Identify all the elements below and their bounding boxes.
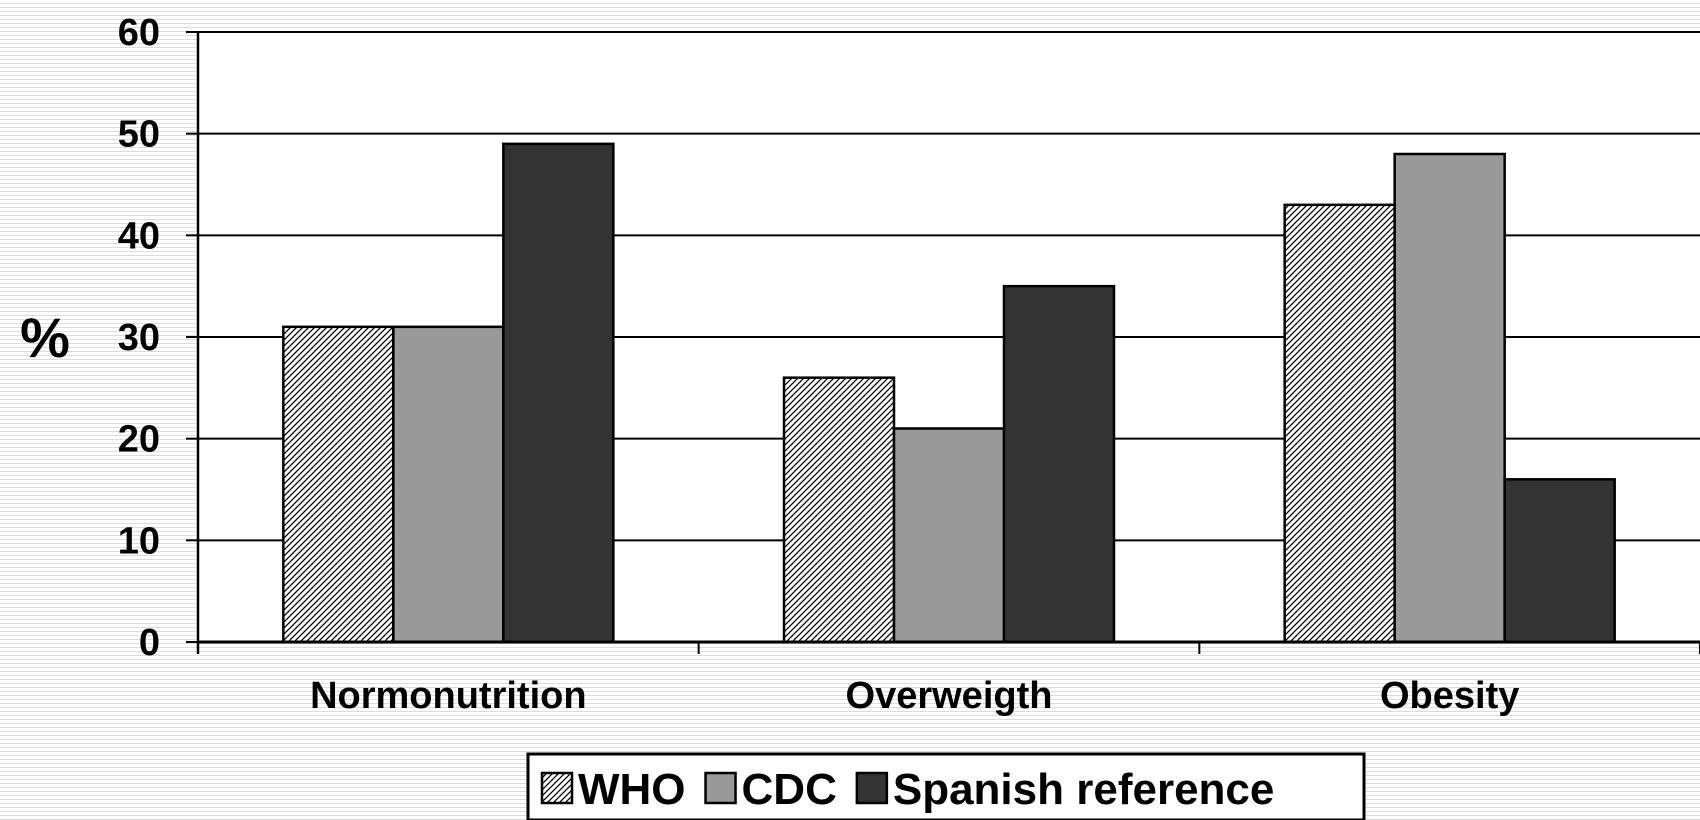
- y-axis-label: %: [20, 306, 70, 369]
- bar-cdc-overweigth: [892, 427, 1006, 644]
- y-tick-label: 0: [139, 622, 160, 664]
- legend-swatch-who: [540, 771, 574, 805]
- bar-spanish-reference-normonutrition: [502, 142, 615, 644]
- legend-swatch-cdc: [704, 771, 737, 805]
- bar-who-normonutrition: [282, 325, 395, 644]
- bar-cdc-normonutrition: [392, 325, 505, 644]
- y-tick-label: 50: [118, 114, 160, 156]
- legend: WHO CDC Spanish reference: [526, 752, 1366, 820]
- y-tick-label: 40: [118, 215, 160, 257]
- bar-who-obesity: [1283, 203, 1396, 644]
- bar-cdc-obesity: [1393, 152, 1506, 644]
- legend-label: CDC: [742, 765, 837, 814]
- x-category-label: Obesity: [1380, 675, 1519, 717]
- y-tick-labels: 0 10 20 30 40 50 60: [118, 12, 160, 664]
- legend-label: WHO: [578, 765, 686, 814]
- x-category-label: Normonutrition: [310, 675, 587, 717]
- bars-group: [282, 142, 1616, 644]
- axes: [196, 32, 1700, 654]
- y-tick-label: 30: [118, 317, 160, 359]
- bar-spanish-reference-overweigth: [1002, 284, 1116, 644]
- y-tick-label: 10: [118, 520, 160, 562]
- x-category-labels: Normonutrition Overweigth Obesity: [310, 675, 1519, 717]
- legend-swatch-spanish-reference: [855, 771, 889, 805]
- legend-box: [526, 752, 1366, 820]
- x-category-label: Overweigth: [846, 675, 1053, 717]
- y-tick-label: 20: [118, 419, 160, 461]
- legend-label: Spanish reference: [893, 765, 1275, 814]
- bar-spanish-reference-obesity: [1503, 478, 1616, 644]
- y-tick-label: 60: [118, 12, 160, 54]
- bar-who-overweigth: [782, 376, 896, 644]
